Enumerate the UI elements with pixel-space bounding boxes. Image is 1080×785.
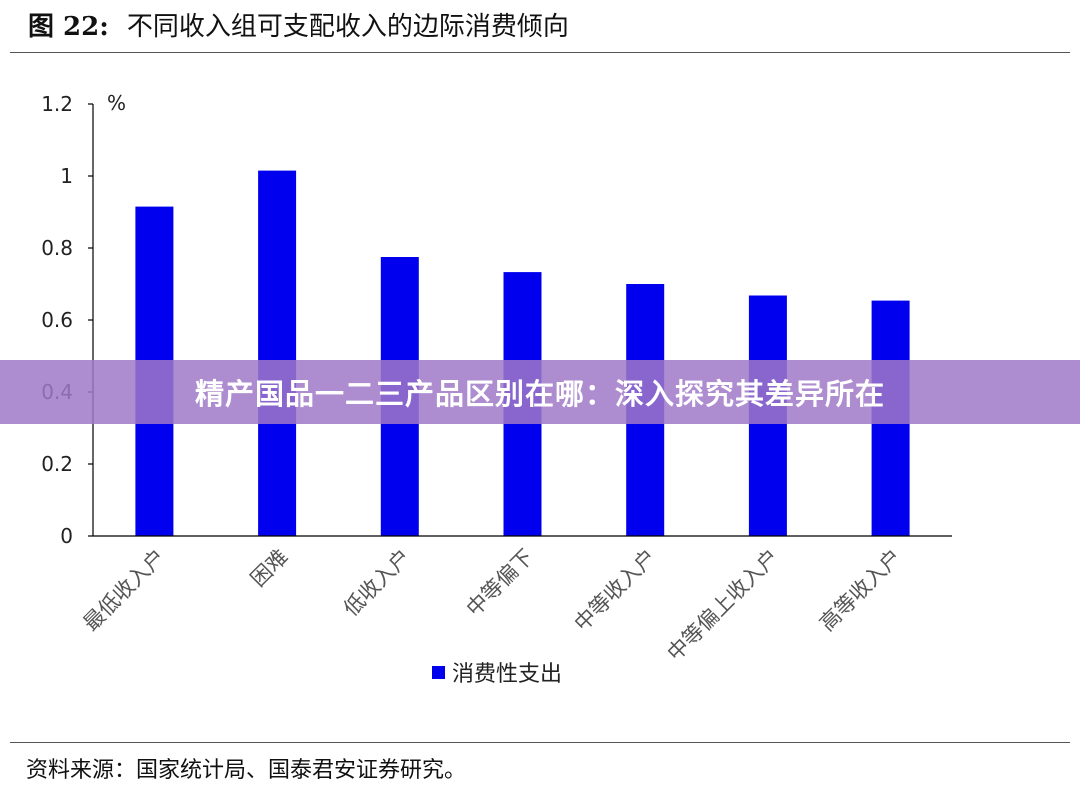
x-tick-label: 低收入户 — [339, 545, 415, 621]
legend-label: 消费性支出 — [452, 662, 562, 687]
overlay-banner-text: 精产国品一二三产品区别在哪：深入探究其差异所在 — [194, 377, 885, 411]
figure-title: 图 22: 不同收入组可支配收入的边际消费倾向 — [28, 6, 569, 43]
x-tick-label: 中等偏上收入户 — [663, 545, 784, 666]
y-tick-label: 1.2 — [41, 92, 73, 116]
source-note: 资料来源：国家统计局、国泰君安证券研究。 — [26, 758, 467, 783]
bottom-rule — [10, 742, 1070, 743]
figure-title-text: 不同收入组可支配收入的边际消费倾向 — [126, 12, 569, 42]
x-tick-label: 中等偏下 — [462, 545, 538, 621]
y-tick-label: 0.8 — [41, 236, 73, 260]
y-tick-label: 1 — [60, 164, 73, 188]
y-tick-label: 0 — [60, 524, 73, 548]
x-tick-label: 最低收入户 — [79, 545, 170, 636]
y-tick-label: 0.2 — [41, 452, 73, 476]
y-tick-label: 0.6 — [41, 308, 73, 332]
y-unit-label: % — [107, 91, 126, 115]
overlay-banner: 精产国品一二三产品区别在哪：深入探究其差异所在 — [0, 360, 1080, 424]
x-tick-label: 困难 — [246, 545, 293, 592]
x-tick-label: 中等收入户 — [570, 545, 661, 636]
legend-swatch — [432, 666, 445, 679]
top-rule — [10, 52, 1070, 53]
x-tick-label: 高等收入户 — [815, 545, 906, 636]
figure-title-number: 图 22: — [28, 12, 109, 42]
bar-2 — [258, 170, 297, 536]
